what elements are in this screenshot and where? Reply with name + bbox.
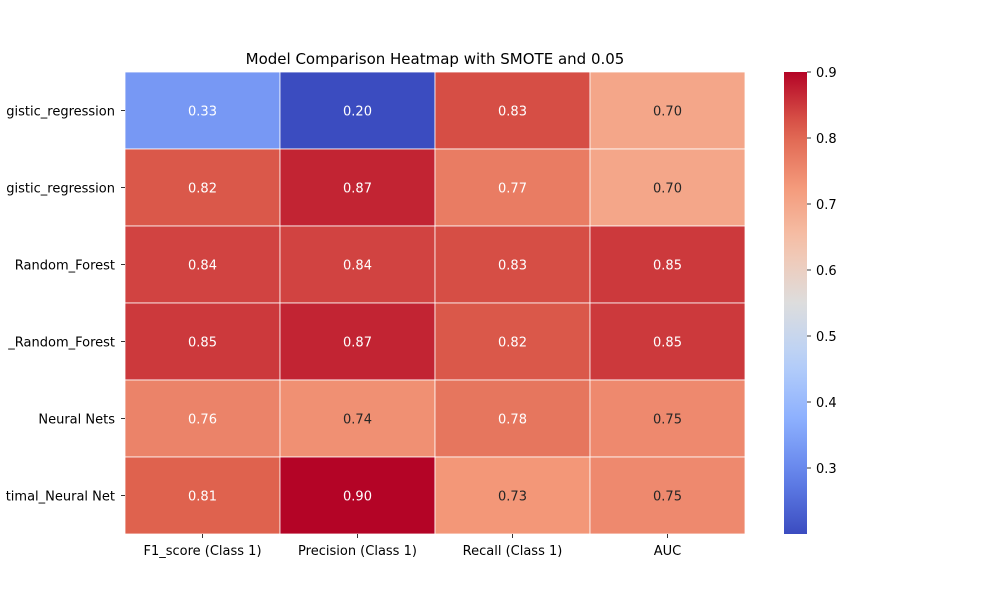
row-label-0: gistic_regression — [6, 105, 115, 120]
heatmap-cell-label-r4-c0: 0.76 — [188, 413, 217, 428]
heatmap-cell-r0-c2 — [434, 71, 591, 150]
column-labels: F1_score (Class 1) Precision (Class 1) Rec… — [143, 534, 681, 559]
heatmap-cell-label-r0-c3: 0.70 — [653, 105, 682, 120]
heatmap-cell-label-r5-c1: 0.90 — [343, 490, 372, 505]
column-label-0: F1_score (Class 1) — [143, 544, 261, 559]
heatmap-cell-label-r0-c1: 0.20 — [343, 105, 372, 120]
heatmap-cell-label-r2-c1: 0.84 — [343, 259, 372, 274]
heatmap-cell-label-r3-c0: 0.85 — [188, 336, 217, 351]
colorbar-gradient — [784, 72, 807, 534]
heatmap-cell-label-r5-c2: 0.73 — [498, 490, 527, 505]
heatmap-cell-r2-c1 — [279, 225, 436, 304]
row-label-1: gistic_regression — [6, 182, 115, 197]
heatmap-cell-label-r1-c2: 0.77 — [498, 182, 527, 197]
heatmap-cell-r4-c3 — [589, 379, 746, 458]
heatmap-cell-r4-c1 — [279, 379, 436, 458]
heatmap-cell-r0-c3 — [589, 71, 746, 150]
colorbar-tick-label-4: 0.7 — [816, 198, 837, 213]
colorbar: 0.3 0.4 0.5 0.6 0.7 0.8 0.9 — [784, 66, 837, 534]
heatmap-cell-r2-c3 — [589, 225, 746, 304]
heatmap-cell-r5-c3 — [589, 456, 746, 535]
column-label-3: AUC — [654, 544, 682, 559]
heatmap-cell-labels: 0.33 0.20 0.83 0.70 0.82 0.87 0.77 0.70 0.84 0.84… — [188, 105, 682, 505]
heatmap-cell-label-r1-c1: 0.87 — [343, 182, 372, 197]
heatmap-cell-r5-c1 — [279, 456, 436, 535]
column-label-1: Precision (Class 1) — [298, 544, 417, 559]
colorbar-tick-label-0: 0.3 — [816, 462, 837, 477]
heatmap-cell-label-r1-c0: 0.82 — [188, 182, 217, 197]
heatmap-cell-r3-c0 — [124, 302, 281, 381]
heatmap-cell-label-r2-c3: 0.85 — [653, 259, 682, 274]
colorbar-tick-label-6: 0.9 — [816, 66, 837, 81]
heatmap-cell-r3-c1 — [279, 302, 436, 381]
heatmap-cell-r0-c0 — [124, 71, 281, 150]
heatmap-cell-label-r5-c0: 0.81 — [188, 490, 217, 505]
heatmap-cell-label-r5-c3: 0.75 — [653, 490, 682, 505]
heatmap-cell-r4-c0 — [124, 379, 281, 458]
heatmap-cell-r5-c0 — [124, 456, 281, 535]
row-label-5: timal_Neural Net — [6, 490, 115, 505]
heatmap-cell-r5-c2 — [434, 456, 591, 535]
column-label-2: Recall (Class 1) — [463, 544, 563, 559]
colorbar-tick-label-5: 0.8 — [816, 132, 837, 147]
heatmap-cell-label-r4-c1: 0.74 — [343, 413, 372, 428]
heatmap-cell-label-r3-c1: 0.87 — [343, 336, 372, 351]
chart-title: Model Comparison Heatmap with SMOTE and … — [246, 50, 625, 68]
heatmap-cell-label-r4-c2: 0.78 — [498, 413, 527, 428]
heatmap-cell-label-r4-c3: 0.75 — [653, 413, 682, 428]
heatmap-cell-label-r2-c0: 0.84 — [188, 259, 217, 274]
row-label-2: Random_Forest — [15, 259, 115, 274]
heatmap-cell-label-r3-c3: 0.85 — [653, 336, 682, 351]
heatmap-cell-r1-c1 — [279, 148, 436, 227]
colorbar-tick-label-3: 0.6 — [816, 264, 837, 279]
heatmap-cell-label-r2-c2: 0.83 — [498, 259, 527, 274]
heatmap-cell-label-r0-c2: 0.83 — [498, 105, 527, 120]
heatmap-cell-r1-c3 — [589, 148, 746, 227]
heatmap-cell-r3-c3 — [589, 302, 746, 381]
heatmap-cell-label-r1-c3: 0.70 — [653, 182, 682, 197]
row-label-3: _Random_Forest — [7, 336, 115, 351]
heatmap-cell-r4-c2 — [434, 379, 591, 458]
heatmap-cells — [124, 71, 746, 535]
row-label-4: Neural Nets — [38, 413, 115, 428]
heatmap-cell-r1-c0 — [124, 148, 281, 227]
row-labels: gistic_regression gistic_regression Random… — [6, 105, 125, 505]
colorbar-tick-label-1: 0.4 — [816, 396, 837, 411]
colorbar-tick-label-2: 0.5 — [816, 330, 837, 345]
heatmap-cell-label-r3-c2: 0.82 — [498, 336, 527, 351]
heatmap-cell-r3-c2 — [434, 302, 591, 381]
heatmap-cell-label-r0-c0: 0.33 — [188, 105, 217, 120]
heatmap-cell-r0-c1 — [279, 71, 436, 150]
